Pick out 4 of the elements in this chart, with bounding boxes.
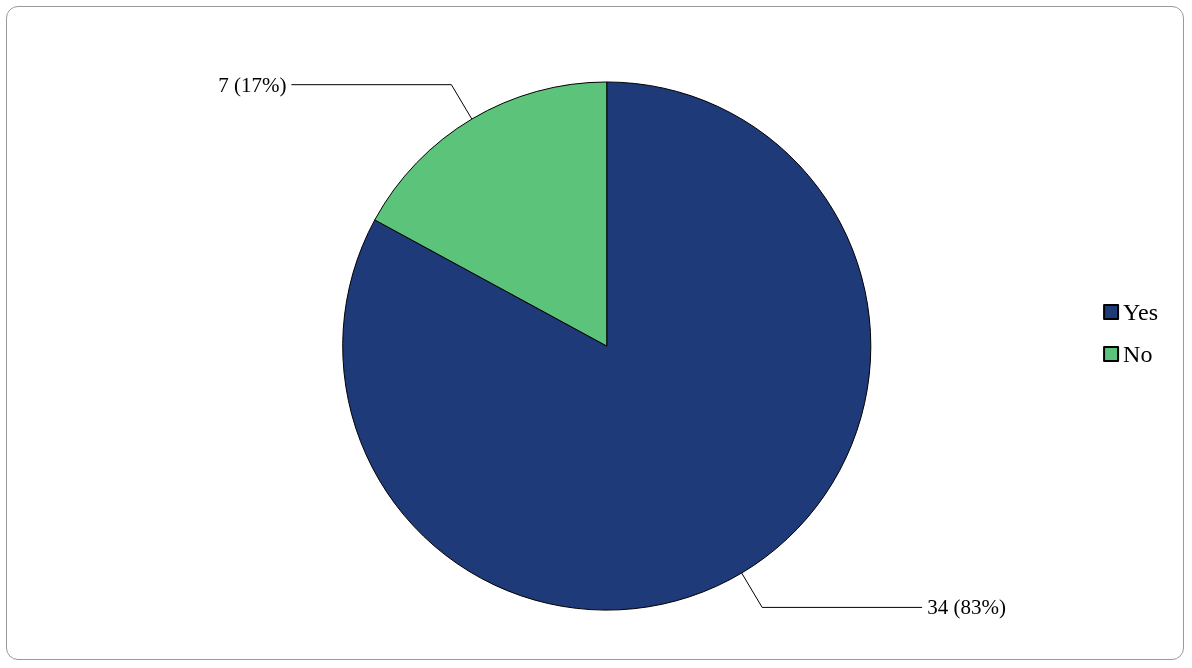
legend-label: No (1123, 341, 1153, 367)
legend-label: Yes (1123, 299, 1158, 325)
data-label: 7 (17%) (218, 72, 287, 97)
data-label: 34 (83%) (927, 595, 1006, 620)
